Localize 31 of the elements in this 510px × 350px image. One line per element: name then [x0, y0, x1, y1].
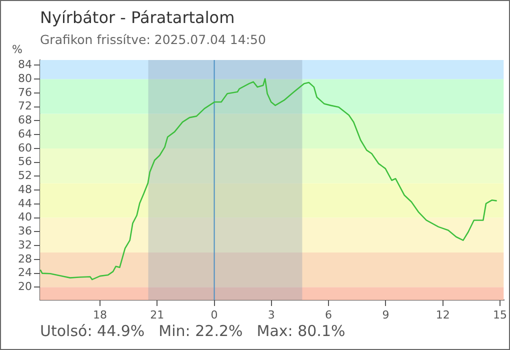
y-tick-label: 40 — [18, 210, 32, 224]
x-tick-label: 18 — [92, 308, 107, 322]
y-tick-label: 44 — [18, 196, 32, 210]
y-axis-title: % — [12, 43, 22, 56]
y-tick-label: 72 — [18, 100, 32, 113]
x-tick-label: 9 — [382, 308, 390, 322]
y-tick-label: 60 — [18, 141, 32, 154]
x-tick-label: 3 — [268, 308, 275, 322]
y-tick-label: 28 — [18, 252, 32, 266]
y-tick-label: 64 — [18, 127, 32, 140]
chart-subtitle: Grafikon frissítve: 2025.07.04 14:50 — [40, 32, 266, 47]
y-tick-label: 24 — [18, 266, 32, 280]
chart-title: Nyírbátor - Páratartalom — [40, 8, 235, 27]
y-tick-label: 76 — [18, 86, 32, 99]
y-tick-label: 52 — [18, 169, 32, 182]
text: Utolsó: 44.9% — [40, 322, 145, 340]
y-tick-label: 56 — [18, 155, 32, 168]
text: Min: 22.2% — [158, 322, 243, 340]
y-tick-label: 32 — [18, 238, 32, 252]
y-tick-label: 48 — [18, 182, 32, 196]
y-tick-label: 84 — [18, 58, 32, 72]
x-tick-label: 15 — [492, 308, 507, 322]
y-tick-label: 20 — [18, 280, 32, 294]
x-tick-label: 0 — [210, 308, 218, 322]
text: Max: 80.1% — [256, 322, 346, 340]
x-tick-label: 12 — [436, 308, 450, 322]
y-tick-label: 68 — [18, 114, 32, 127]
y-tick-label: 80 — [18, 72, 32, 85]
x-tick-label: 6 — [325, 308, 332, 322]
y-tick-label: 36 — [18, 224, 32, 238]
x-tick-label: 21 — [150, 308, 164, 322]
